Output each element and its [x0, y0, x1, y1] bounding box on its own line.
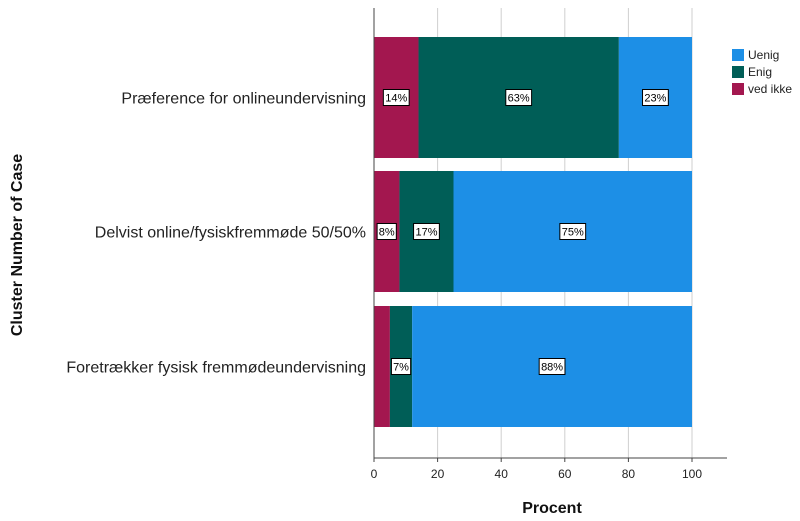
- legend-swatch: [732, 66, 744, 78]
- data-label: 88%: [541, 362, 563, 374]
- axes: [373, 8, 727, 462]
- legend-swatch: [732, 49, 744, 61]
- data-label-box: [376, 223, 397, 240]
- data-label: 63%: [508, 93, 530, 105]
- x-tick-label: 100: [682, 467, 702, 481]
- legend: Uenig Enig ved ikke: [732, 48, 792, 96]
- data-label-box: [390, 358, 412, 375]
- data-label: 14%: [385, 93, 407, 105]
- data-label-box: [642, 89, 669, 106]
- legend-label: Uenig: [748, 48, 779, 62]
- data-labels: 14% 63% 23% 8% 17% 75% 7% 88%: [376, 89, 669, 375]
- data-label: 23%: [644, 93, 666, 105]
- category-label: Præference for onlineundervisning: [121, 91, 366, 108]
- data-label-box: [382, 89, 410, 106]
- category-label: Foretrækker fysisk fremmødeundervisning: [66, 360, 366, 377]
- category-label: Delvist online/fysiskfremmøde 50/50%: [95, 225, 366, 242]
- data-label: 17%: [415, 227, 437, 239]
- x-tick-label: 0: [371, 467, 378, 481]
- x-tick-label: 80: [622, 467, 636, 481]
- x-axis-title: Procent: [522, 500, 582, 517]
- x-tick-label: 40: [495, 467, 509, 481]
- data-label-box: [505, 89, 533, 106]
- legend-label: Enig: [748, 65, 772, 79]
- data-label-box: [413, 223, 440, 240]
- x-tick-label: 20: [431, 467, 445, 481]
- data-label: 7%: [393, 362, 409, 374]
- category-labels: Præference for onlineundervisning Delvist…: [66, 91, 366, 377]
- data-label-box: [559, 223, 587, 240]
- data-label: 75%: [562, 227, 584, 239]
- x-tick-label: 60: [558, 467, 572, 481]
- legend-label: ved ikke: [748, 82, 792, 96]
- data-label-box: [538, 358, 566, 375]
- y-axis-title: Cluster Number of Case: [9, 154, 26, 336]
- legend-swatch: [732, 83, 744, 95]
- bar-segment: [374, 306, 390, 427]
- data-label: 8%: [379, 227, 395, 239]
- x-tick-labels: 0 20 40 60 80 100: [371, 467, 703, 481]
